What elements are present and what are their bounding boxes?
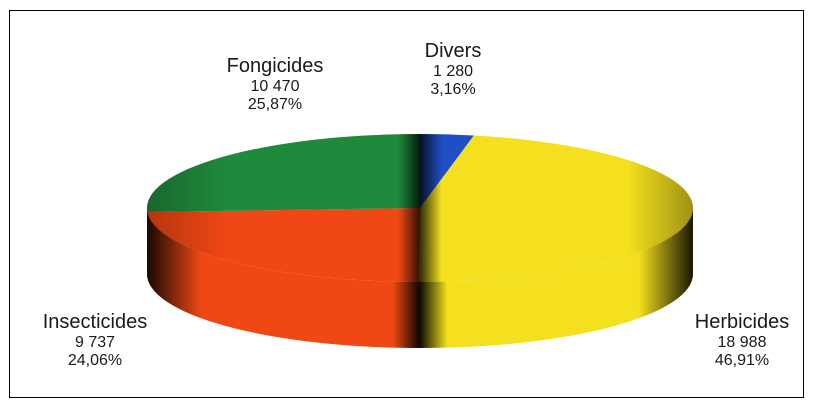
slice-name: Insecticides [42, 311, 148, 333]
slice-name: Herbicides [694, 311, 790, 333]
pie-tops [147, 134, 694, 283]
slice-percent: 24,06% [67, 352, 123, 370]
slice-value: 10 470 [250, 78, 300, 95]
slice-name: Fongicides [226, 55, 324, 77]
slice-name: Divers [424, 40, 482, 62]
slice-percent: 25,87% [247, 96, 303, 114]
slice-label-divers: Divers 1 280 3,16% [408, 40, 498, 100]
slice-label-herbicides: Herbicides 18 988 46,91% [672, 311, 812, 371]
pie-slice-fongicides [147, 134, 420, 213]
slice-value: 9 737 [74, 334, 116, 351]
slice-percent: 3,16% [430, 81, 476, 99]
slice-value: 1 280 [432, 63, 474, 80]
slice-percent: 46,91% [714, 352, 770, 370]
slice-value: 18 988 [717, 334, 767, 351]
slice-label-insecticides: Insecticides 9 737 24,06% [20, 311, 170, 371]
slice-label-fongicides: Fongicides 10 470 25,87% [205, 55, 345, 115]
